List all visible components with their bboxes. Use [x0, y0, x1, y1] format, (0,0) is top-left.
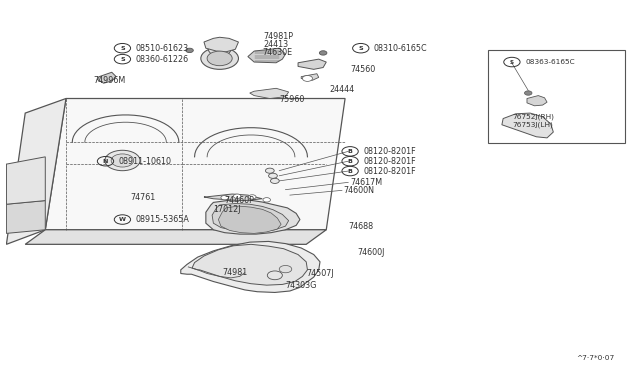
Polygon shape [248, 48, 285, 63]
Text: B: B [348, 169, 353, 174]
Text: 08363-6165C: 08363-6165C [525, 59, 575, 65]
Text: 08911-10610: 08911-10610 [118, 157, 172, 166]
Text: S: S [120, 46, 125, 51]
Polygon shape [204, 37, 239, 52]
Text: ^7·7*0·07: ^7·7*0·07 [577, 355, 615, 361]
Circle shape [248, 195, 256, 199]
Polygon shape [204, 194, 262, 201]
Polygon shape [502, 113, 554, 138]
Text: 76753J(LH): 76753J(LH) [512, 122, 553, 128]
Text: B: B [348, 149, 353, 154]
Circle shape [524, 91, 532, 95]
Text: 75960: 75960 [279, 95, 305, 104]
Circle shape [303, 76, 312, 81]
Circle shape [271, 178, 279, 183]
Circle shape [105, 150, 140, 171]
Text: 74981P: 74981P [264, 32, 294, 41]
Circle shape [234, 194, 241, 198]
Polygon shape [192, 244, 307, 285]
Polygon shape [250, 88, 289, 99]
Polygon shape [212, 203, 289, 232]
Text: 17012J: 17012J [213, 205, 241, 214]
Circle shape [279, 266, 292, 273]
Text: 08120-8201F: 08120-8201F [364, 167, 416, 176]
Circle shape [207, 51, 232, 66]
Circle shape [266, 168, 274, 173]
Text: 74761: 74761 [131, 193, 156, 202]
Text: 74560: 74560 [350, 65, 375, 74]
Polygon shape [6, 157, 45, 204]
Polygon shape [0, 164, 6, 208]
Text: 08510-61623: 08510-61623 [136, 44, 189, 53]
Text: S: S [120, 57, 125, 62]
Polygon shape [301, 74, 319, 80]
Text: B: B [348, 159, 353, 164]
Text: 24413: 24413 [264, 40, 289, 49]
Text: 74600J: 74600J [358, 248, 385, 257]
Text: 08120-8201F: 08120-8201F [364, 147, 416, 156]
Text: 74600N: 74600N [344, 186, 375, 195]
Polygon shape [6, 201, 45, 233]
Polygon shape [180, 241, 320, 292]
Text: 74996M: 74996M [93, 76, 125, 85]
Circle shape [319, 51, 327, 55]
Polygon shape [206, 200, 300, 234]
Circle shape [111, 154, 134, 167]
Polygon shape [527, 96, 547, 106]
Polygon shape [45, 99, 345, 230]
Text: 74303G: 74303G [285, 280, 317, 290]
Circle shape [209, 43, 231, 56]
Text: 08915-5365A: 08915-5365A [136, 215, 189, 224]
Circle shape [186, 48, 193, 52]
Circle shape [268, 271, 282, 280]
Bar [488, 50, 625, 143]
Text: N: N [103, 159, 108, 164]
Text: 74981: 74981 [223, 268, 248, 277]
Text: 76752J(RH): 76752J(RH) [512, 113, 554, 120]
Polygon shape [6, 99, 66, 244]
Circle shape [201, 48, 239, 69]
Text: 74507J: 74507J [306, 269, 334, 278]
Circle shape [269, 173, 277, 178]
Text: 08120-8201F: 08120-8201F [364, 157, 416, 166]
Text: S: S [510, 60, 514, 65]
Circle shape [221, 195, 228, 200]
Text: 24444: 24444 [330, 84, 355, 93]
Polygon shape [218, 206, 281, 233]
Polygon shape [97, 72, 116, 83]
Text: W: W [119, 217, 126, 222]
Text: 74617M: 74617M [350, 178, 382, 187]
Polygon shape [25, 230, 326, 244]
Circle shape [263, 198, 271, 202]
Text: S: S [358, 46, 363, 51]
Polygon shape [298, 59, 326, 69]
Text: 74460P: 74460P [225, 196, 255, 205]
Text: 74688: 74688 [348, 222, 373, 231]
Text: 74630E: 74630E [262, 48, 292, 57]
Text: 08310-6165C: 08310-6165C [374, 44, 428, 53]
Text: 08360-61226: 08360-61226 [136, 55, 189, 64]
